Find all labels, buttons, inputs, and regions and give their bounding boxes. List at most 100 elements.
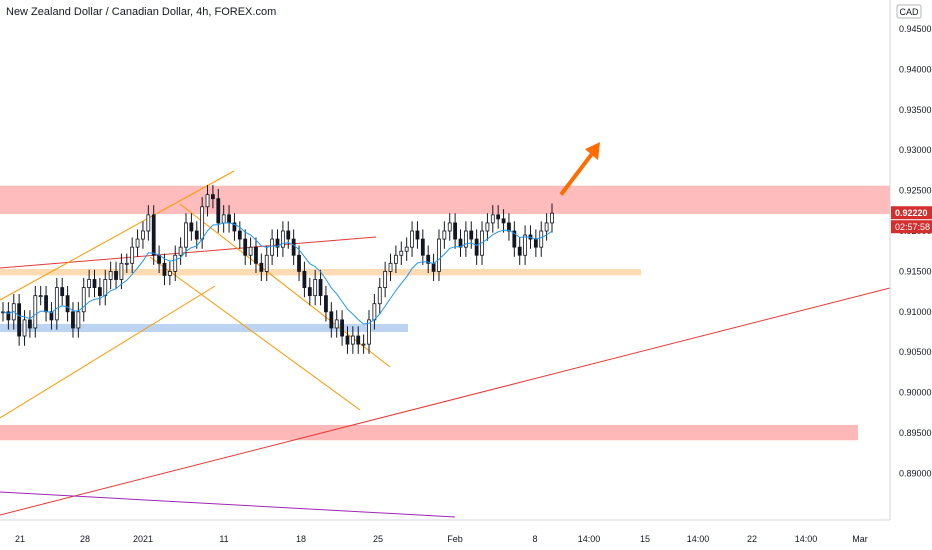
candle[interactable]: [97, 287, 102, 297]
candle[interactable]: [205, 194, 210, 208]
candle[interactable]: [270, 238, 275, 256]
candle[interactable]: [87, 279, 92, 288]
candle[interactable]: [345, 335, 350, 345]
candle[interactable]: [130, 246, 135, 264]
candle[interactable]: [124, 262, 129, 265]
candle[interactable]: [49, 311, 54, 321]
candle[interactable]: [108, 270, 113, 280]
candle[interactable]: [178, 246, 183, 256]
short-trend-line[interactable]: [0, 236, 377, 269]
candle[interactable]: [243, 238, 248, 256]
currency-badge[interactable]: [896, 4, 922, 19]
channel-upper-left[interactable]: [0, 170, 235, 301]
channel-lower-right[interactable]: [149, 256, 361, 411]
candle[interactable]: [340, 319, 344, 337]
candle[interactable]: [114, 270, 118, 280]
candle[interactable]: [356, 335, 361, 345]
candle[interactable]: [307, 287, 312, 297]
candle[interactable]: [65, 295, 70, 313]
candle[interactable]: [216, 198, 221, 224]
candle[interactable]: [173, 254, 178, 272]
candle[interactable]: [33, 295, 38, 329]
lower-zone-red[interactable]: [0, 424, 858, 441]
candle[interactable]: [141, 230, 145, 240]
candle[interactable]: [248, 246, 253, 256]
candle[interactable]: [92, 279, 97, 288]
candle[interactable]: [162, 262, 167, 276]
candle[interactable]: [200, 206, 205, 240]
candle[interactable]: [383, 270, 388, 288]
candle[interactable]: [189, 222, 194, 232]
candle[interactable]: [194, 230, 199, 240]
candle[interactable]: [237, 230, 242, 240]
candle[interactable]: [539, 230, 544, 248]
candle[interactable]: [291, 238, 296, 256]
support-zone-blue[interactable]: [0, 323, 408, 332]
candle[interactable]: [60, 287, 65, 297]
candle[interactable]: [361, 343, 366, 346]
candle[interactable]: [22, 319, 27, 337]
candle[interactable]: [151, 214, 156, 256]
candle[interactable]: [544, 222, 549, 232]
candle[interactable]: [6, 311, 11, 321]
candle[interactable]: [221, 214, 226, 224]
candle[interactable]: [394, 254, 398, 264]
candle[interactable]: [329, 311, 334, 329]
long-trend-line[interactable]: [0, 287, 891, 516]
candle[interactable]: [119, 262, 124, 280]
candle[interactable]: [404, 246, 409, 252]
candle[interactable]: [410, 230, 414, 248]
candle[interactable]: [372, 303, 377, 321]
candle[interactable]: [426, 254, 431, 264]
candle[interactable]: [324, 295, 328, 313]
candle[interactable]: [103, 279, 108, 297]
candle[interactable]: [135, 238, 140, 248]
candle[interactable]: [437, 238, 441, 272]
candle[interactable]: [76, 311, 81, 329]
candle[interactable]: [264, 254, 269, 272]
candle[interactable]: [533, 238, 538, 248]
candle[interactable]: [211, 194, 215, 200]
candle[interactable]: [431, 262, 436, 272]
candle[interactable]: [167, 270, 172, 276]
candle[interactable]: [496, 214, 501, 220]
purple-line[interactable]: [0, 491, 456, 518]
candle[interactable]: [280, 230, 285, 248]
candle[interactable]: [442, 230, 447, 240]
candle[interactable]: [453, 222, 458, 240]
candle[interactable]: [501, 218, 506, 224]
candle[interactable]: [399, 250, 404, 256]
candle[interactable]: [388, 262, 393, 272]
candle[interactable]: [447, 222, 452, 232]
candle[interactable]: [474, 238, 479, 256]
arrow-head[interactable]: [585, 142, 600, 161]
candle[interactable]: [184, 222, 188, 248]
candle[interactable]: [232, 222, 237, 232]
candle[interactable]: [485, 222, 490, 232]
candle[interactable]: [44, 295, 48, 313]
candle[interactable]: [38, 295, 43, 298]
candle[interactable]: [71, 311, 75, 329]
candle[interactable]: [297, 254, 301, 272]
resistance-zone[interactable]: [0, 185, 890, 215]
candle[interactable]: [254, 246, 258, 264]
candle[interactable]: [469, 230, 474, 240]
candle[interactable]: [81, 287, 86, 313]
candle[interactable]: [334, 319, 339, 329]
candle[interactable]: [318, 279, 323, 297]
candle[interactable]: [227, 214, 231, 224]
candle[interactable]: [146, 214, 151, 232]
channel-lower-left[interactable]: [0, 285, 216, 419]
candle[interactable]: [275, 238, 280, 248]
candle[interactable]: [523, 234, 527, 256]
arrow-shaft[interactable]: [559, 149, 596, 196]
candle[interactable]: [28, 319, 32, 329]
candle[interactable]: [259, 262, 264, 272]
candle[interactable]: [420, 238, 425, 256]
candle[interactable]: [512, 230, 517, 248]
candle[interactable]: [490, 214, 495, 224]
candle[interactable]: [377, 287, 382, 305]
candle[interactable]: [286, 230, 291, 240]
candle[interactable]: [54, 287, 59, 321]
candle[interactable]: [313, 279, 318, 297]
